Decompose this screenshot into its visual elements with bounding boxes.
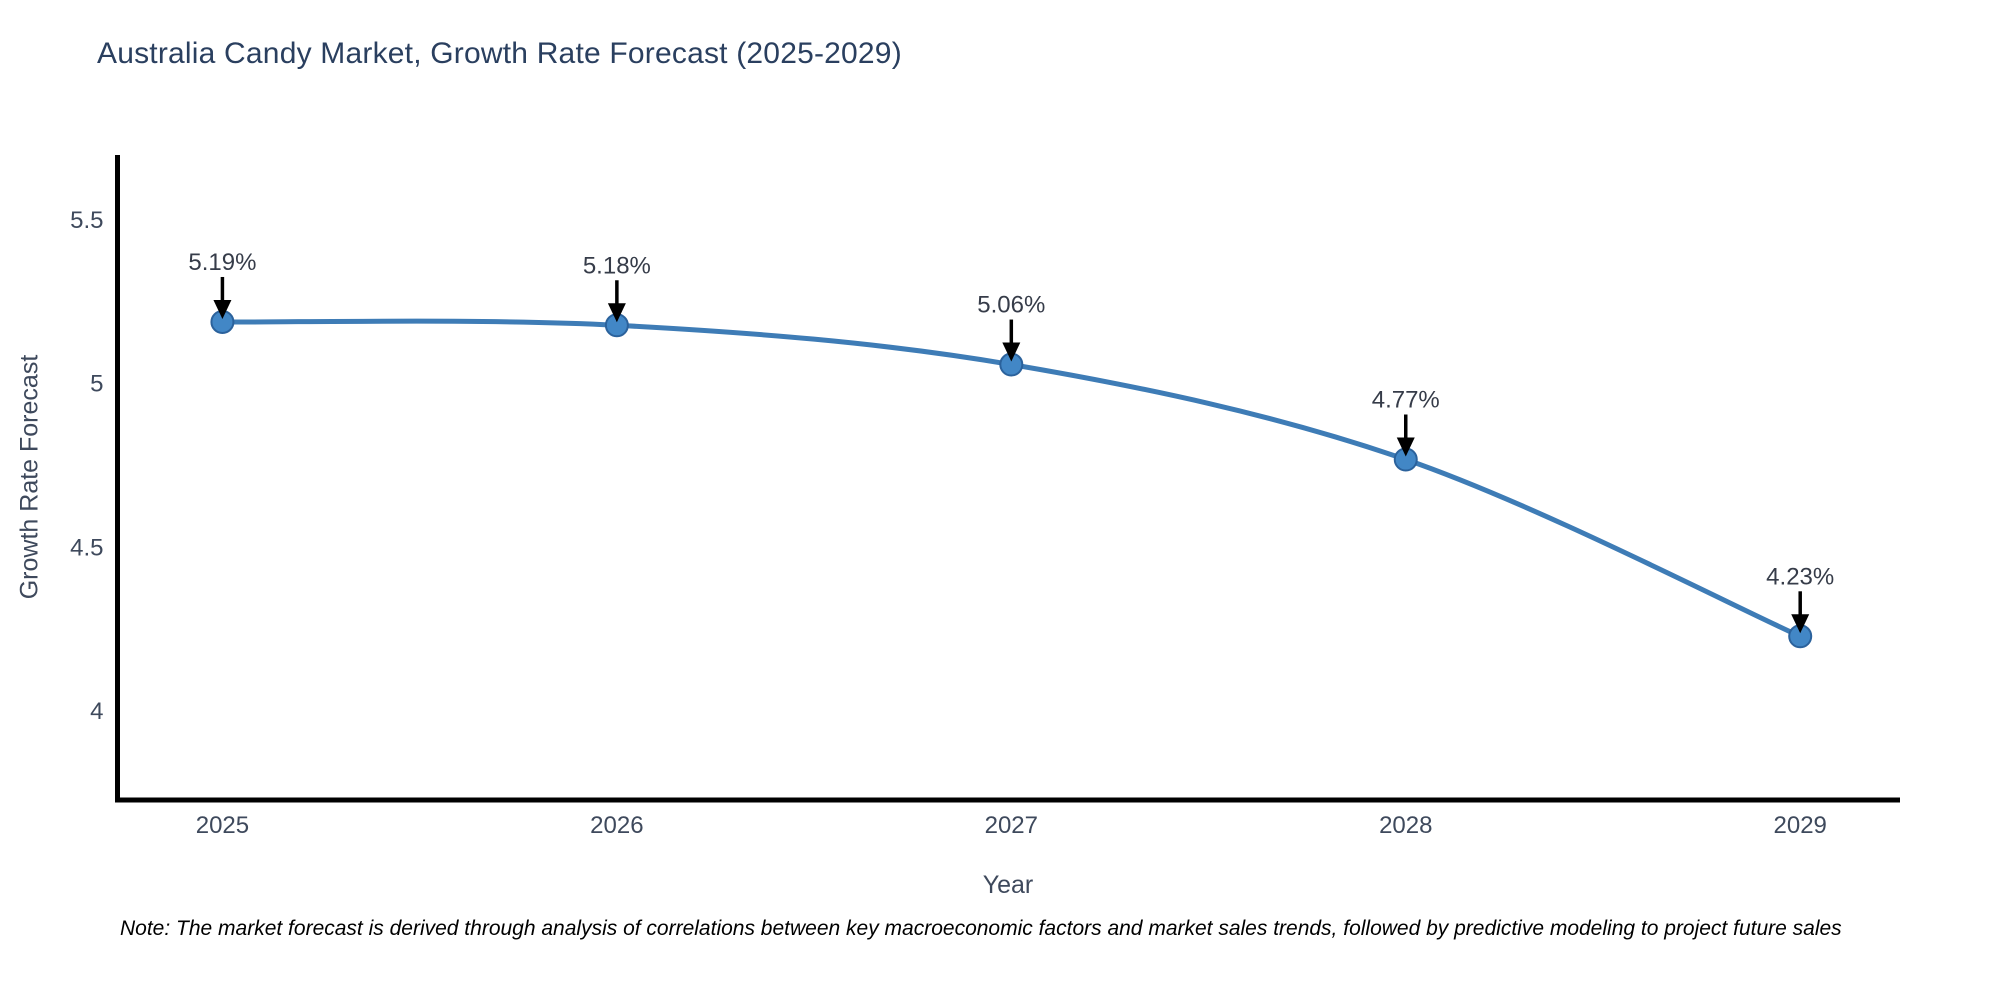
annotation-arrowhead-2027 [1002,342,1021,362]
data-label-2028: 4.77% [1372,386,1440,413]
annotation-arrowhead-2028 [1396,437,1415,457]
x-tick-label: 2027 [985,812,1038,839]
annotation-arrowhead-2025 [213,299,232,319]
x-tick-label: 2029 [1774,812,1827,839]
y-axis-title-text: Growth Rate Forecast [15,354,44,600]
data-label-2029: 4.23% [1766,563,1834,590]
data-label-2026: 5.18% [583,252,651,279]
y-tick-label: 4.5 [70,534,103,561]
y-tick-label: 5 [90,371,103,398]
y-tick-label: 4 [90,698,103,725]
x-tick-label: 2025 [196,812,249,839]
x-tick-label: 2028 [1379,812,1432,839]
annotation-arrowhead-2026 [607,303,626,323]
chart-title: Australia Candy Market, Growth Rate Fore… [97,37,902,70]
y-tick-label: 5.5 [70,207,103,234]
data-label-2025: 5.19% [188,249,256,276]
data-label-2027: 5.06% [977,292,1045,319]
x-axis-title: Year [982,871,1034,899]
footnote: Note: The market forecast is derived thr… [120,917,1842,940]
annotation-arrowhead-2029 [1791,614,1810,634]
x-tick-label: 2026 [590,812,643,839]
